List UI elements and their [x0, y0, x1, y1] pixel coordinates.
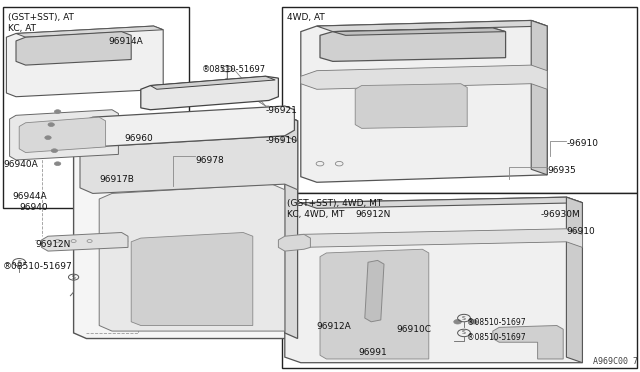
Polygon shape: [301, 197, 582, 208]
Text: 96912N: 96912N: [35, 240, 70, 249]
Bar: [282, 7, 637, 193]
Text: S: S: [462, 315, 466, 321]
Text: ®08510-51697: ®08510-51697: [202, 65, 266, 74]
Text: -96910: -96910: [266, 136, 298, 145]
Polygon shape: [83, 106, 294, 147]
Text: -96910: -96910: [566, 140, 598, 148]
Polygon shape: [150, 76, 275, 89]
Circle shape: [54, 110, 61, 113]
Polygon shape: [285, 229, 582, 247]
Polygon shape: [80, 136, 298, 193]
Circle shape: [45, 136, 51, 140]
Bar: [3, 7, 189, 208]
Text: S: S: [72, 275, 76, 280]
Polygon shape: [285, 115, 298, 339]
Text: (GST+SST), 4WD, MT
KC, 4WD, MT: (GST+SST), 4WD, MT KC, 4WD, MT: [287, 199, 382, 219]
Polygon shape: [16, 26, 163, 37]
Polygon shape: [285, 197, 582, 363]
Text: 96910: 96910: [566, 227, 595, 236]
Polygon shape: [333, 28, 506, 35]
Polygon shape: [566, 197, 582, 363]
Polygon shape: [19, 117, 106, 153]
Text: 96944A: 96944A: [13, 192, 47, 201]
Polygon shape: [16, 32, 131, 65]
Circle shape: [48, 123, 54, 126]
Text: -96930M: -96930M: [541, 210, 580, 219]
Polygon shape: [355, 84, 467, 128]
Polygon shape: [10, 110, 118, 160]
Polygon shape: [320, 249, 429, 359]
Text: ®08510-51697: ®08510-51697: [467, 333, 526, 342]
Polygon shape: [6, 26, 163, 97]
Polygon shape: [531, 20, 547, 175]
Polygon shape: [86, 115, 298, 134]
Text: 96914A: 96914A: [109, 37, 143, 46]
Polygon shape: [365, 260, 384, 322]
Polygon shape: [301, 65, 547, 89]
Text: 96917B: 96917B: [99, 175, 134, 184]
Polygon shape: [301, 20, 547, 182]
Text: ®08510-51697: ®08510-51697: [3, 262, 73, 271]
Polygon shape: [42, 232, 128, 251]
Text: 96960: 96960: [125, 134, 154, 143]
Text: 96935: 96935: [547, 166, 576, 174]
Text: S: S: [17, 260, 21, 265]
Polygon shape: [317, 20, 547, 32]
Circle shape: [454, 320, 461, 324]
Text: 96912A: 96912A: [317, 322, 351, 331]
Text: -96921: -96921: [266, 106, 298, 115]
Polygon shape: [131, 232, 253, 326]
Circle shape: [54, 162, 61, 166]
Text: 96910C: 96910C: [397, 326, 432, 334]
Polygon shape: [99, 184, 285, 331]
Bar: [282, 193, 637, 368]
Polygon shape: [141, 76, 278, 110]
Polygon shape: [278, 234, 310, 251]
Text: S: S: [462, 330, 466, 336]
Text: A969C00 7: A969C00 7: [593, 357, 638, 366]
Text: 96991: 96991: [358, 348, 387, 357]
Polygon shape: [320, 28, 506, 61]
Circle shape: [470, 320, 477, 324]
Text: ®08510-51697: ®08510-51697: [467, 318, 526, 327]
Circle shape: [51, 149, 58, 153]
Text: S: S: [225, 66, 229, 71]
Text: 4WD, AT: 4WD, AT: [287, 13, 324, 22]
Text: 96978: 96978: [195, 156, 224, 165]
Text: (GST+SST), AT
KC, AT: (GST+SST), AT KC, AT: [8, 13, 74, 33]
Polygon shape: [493, 326, 563, 359]
Text: 96940: 96940: [19, 203, 48, 212]
Text: 96912N: 96912N: [355, 210, 390, 219]
Text: 96940A: 96940A: [3, 160, 38, 169]
Polygon shape: [74, 115, 298, 339]
